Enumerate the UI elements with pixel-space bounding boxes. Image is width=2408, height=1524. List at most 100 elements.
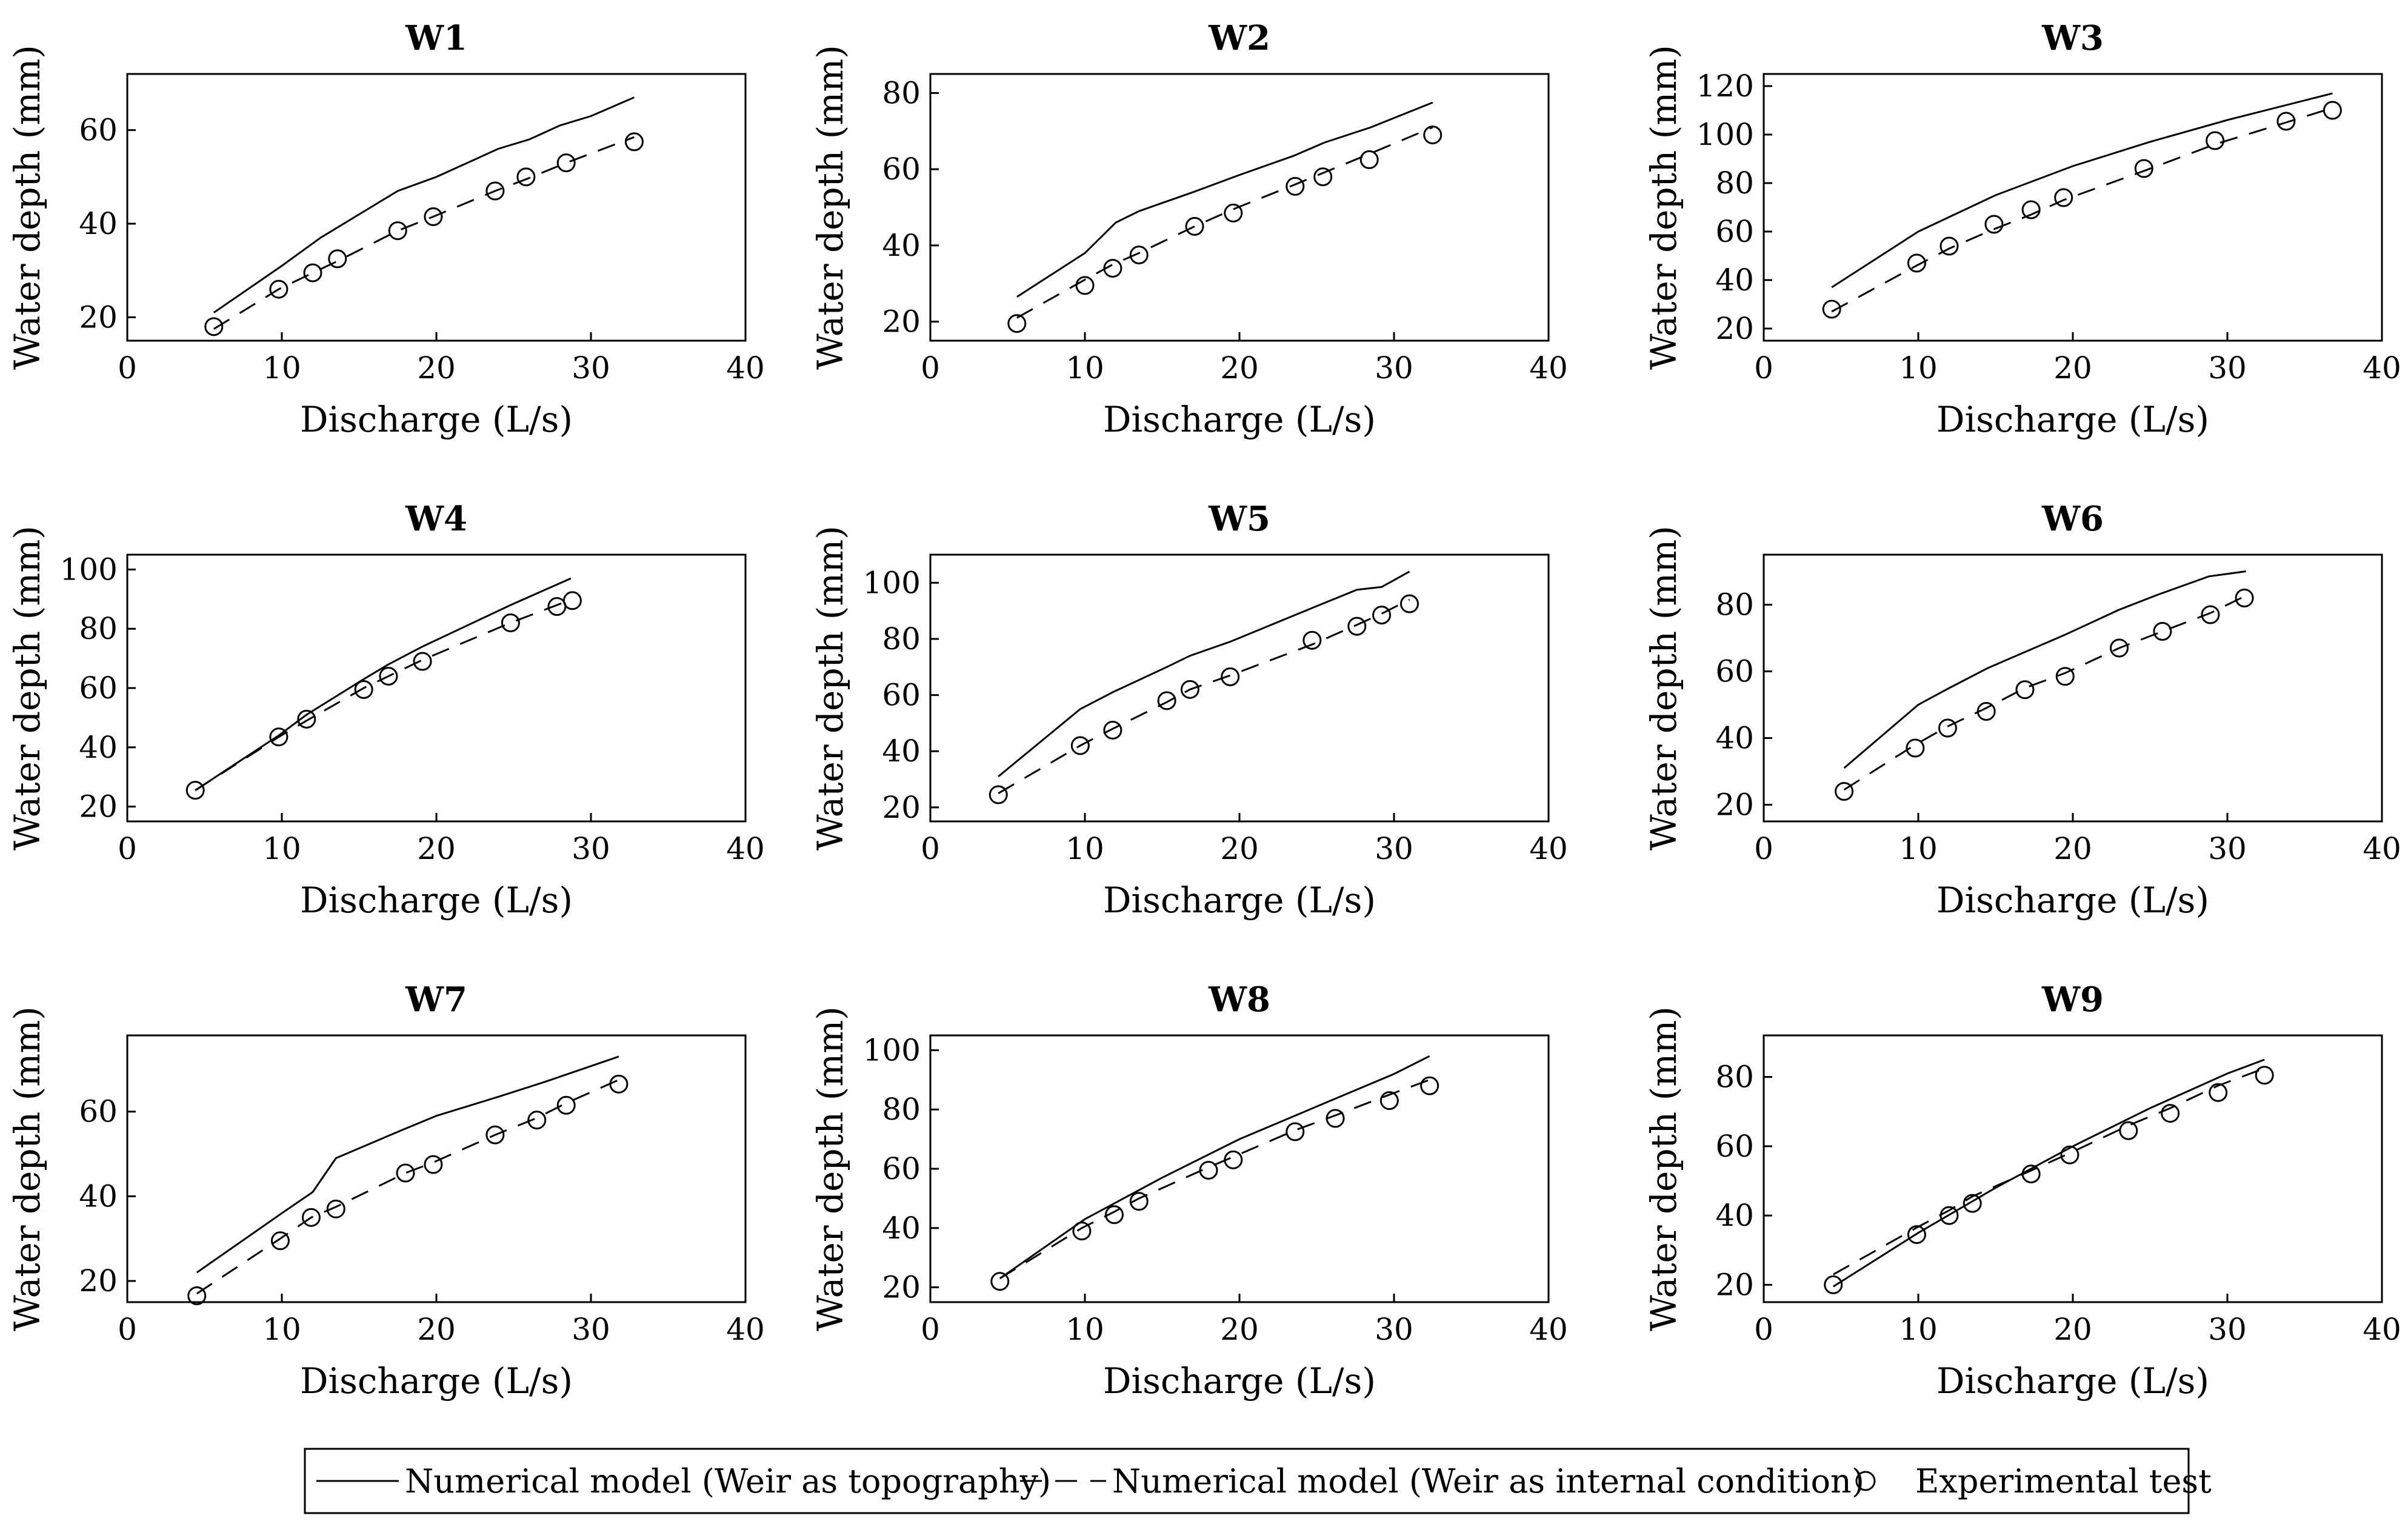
data-point-experimental (2323, 101, 2342, 120)
y-tick-label: 20 (79, 1263, 118, 1298)
data-point-experimental (1103, 259, 1122, 278)
x-tick-label: 30 (572, 1312, 610, 1347)
y-tick-label: 40 (79, 730, 118, 765)
series-line-internal-condition (196, 1078, 619, 1295)
y-tick-label: 80 (1715, 587, 1754, 623)
y-axis-label-w1: Water depth (mm) (7, 45, 48, 370)
x-tick-label: 30 (2208, 1312, 2247, 1347)
data-point-experimental (1221, 667, 1240, 686)
data-point-experimental (187, 1286, 207, 1306)
y-tick-label: 40 (79, 1178, 118, 1214)
x-tick-label: 0 (118, 1312, 137, 1347)
data-point-experimental (1072, 1222, 1092, 1241)
data-point-experimental (2055, 667, 2075, 686)
y-tick-label: 80 (882, 1092, 921, 1127)
y-tick-label: 40 (79, 206, 118, 241)
data-point-experimental (328, 249, 347, 269)
data-point-experimental (396, 1163, 415, 1183)
y-tick-label: 80 (882, 75, 921, 110)
data-point-experimental (270, 1231, 290, 1251)
y-tick-label: 120 (1696, 69, 1754, 104)
y-tick-label: 60 (1715, 654, 1754, 689)
x-tick-label: 0 (118, 350, 137, 386)
y-axis-label-w8: Water depth (mm) (810, 1006, 851, 1331)
panel-title-w2: W2 (1208, 18, 1270, 58)
panel-w7: W7 0 10 20 30 40 20 40 60 Discharge (L/s) Water de… (7, 980, 765, 1402)
axes-frame-w9 (1763, 1034, 2383, 1303)
data-point-experimental (388, 221, 407, 241)
x-tick-label: 10 (1066, 831, 1104, 866)
data-point-experimental (204, 317, 224, 336)
x-tick-label: 20 (1220, 1312, 1259, 1347)
series-line-topography (1016, 101, 1433, 298)
data-point-experimental (2021, 1165, 2041, 1184)
y-axis-label-w2: Water depth (mm) (810, 45, 851, 370)
data-point-experimental (1938, 718, 1957, 738)
y-axis-label-w9: Water depth (mm) (1643, 1006, 1684, 1331)
x-tick-label: 0 (1754, 350, 1773, 386)
legend: Numerical model (Weir as topography) Num… (304, 1448, 2212, 1514)
data-point-experimental (2201, 605, 2220, 624)
x-tick-label: 40 (726, 1312, 765, 1347)
y-tick-label: 20 (882, 790, 921, 825)
panel-title-w5: W5 (1208, 499, 1270, 539)
panel-w6: W6 0 10 20 30 40 20 40 60 80 Discharge (L/s) Water … (1643, 499, 2401, 921)
data-point-experimental (527, 1111, 547, 1130)
x-axis-label-w3: Discharge (L/s) (1936, 399, 2209, 440)
y-tick-label: 20 (79, 789, 118, 824)
series-line-topography (213, 96, 635, 313)
data-point-experimental (1075, 276, 1095, 295)
data-point-experimental (1835, 782, 1854, 801)
x-tick-label: 40 (1529, 831, 1568, 866)
y-tick-label: 40 (1715, 262, 1754, 298)
x-axis-label-w2: Discharge (L/s) (1103, 399, 1376, 440)
y-tick-label: 100 (863, 1032, 921, 1068)
data-point-experimental (2021, 200, 2041, 219)
x-tick-label: 20 (417, 831, 456, 866)
panel-w9: W9 0 10 20 30 40 20 40 60 80 Discharge (L/s) Water … (1643, 980, 2401, 1402)
legend-circle-swatch (1855, 1471, 1876, 1491)
x-tick-label: 20 (2053, 1312, 2092, 1347)
data-point-experimental (297, 709, 316, 729)
data-point-experimental (326, 1199, 345, 1218)
data-point-experimental (556, 1095, 576, 1115)
data-point-experimental (269, 279, 288, 299)
axes-frame-w7 (126, 1034, 747, 1303)
data-point-experimental (379, 666, 398, 686)
data-point-experimental (1286, 1122, 1305, 1141)
data-point-experimental (990, 1272, 1010, 1291)
x-tick-label: 20 (2053, 831, 2092, 866)
data-point-experimental (1313, 167, 1333, 187)
data-point-experimental (1400, 594, 1419, 613)
series-line-internal-condition (1833, 1067, 2265, 1275)
data-point-experimental (624, 132, 644, 152)
y-axis-label-w4: Water depth (mm) (7, 526, 48, 851)
x-axis-label-w8: Discharge (L/s) (1103, 1360, 1376, 1402)
panel-w3: W3 0 10 20 30 40 20 40 60 80 100 120 Discharge (L/s)… (1643, 18, 2401, 440)
panel-w8: W8 0 10 20 30 40 20 40 60 80 100 Discharge (L/s) Wat… (810, 980, 1568, 1402)
series-line-internal-condition (1831, 107, 2333, 313)
x-tick-label: 0 (1754, 831, 1773, 866)
panel-w2: W2 0 10 20 30 40 20 40 60 80 Discharge (L/s) Water … (810, 18, 1568, 440)
data-point-experimental (516, 167, 536, 187)
y-axis-label-w6: Water depth (mm) (1643, 526, 1684, 851)
panel-w5: W5 0 10 20 30 40 20 40 60 80 100 Discharge (L/s) Wat… (810, 499, 1568, 921)
x-tick-label: 0 (921, 350, 940, 386)
x-tick-label: 10 (262, 350, 301, 386)
data-point-experimental (1907, 1225, 1926, 1245)
x-tick-label: 40 (726, 831, 765, 866)
legend-label-topography: Numerical model (Weir as topography) (405, 1462, 1051, 1500)
data-point-experimental (2209, 1083, 2228, 1102)
data-point-experimental (1963, 1194, 1982, 1213)
data-point-experimental (1070, 736, 1090, 755)
y-tick-label: 40 (882, 1211, 921, 1246)
data-point-experimental (2119, 1121, 2138, 1140)
data-point-experimental (1103, 720, 1122, 740)
x-tick-label: 30 (572, 350, 610, 386)
x-tick-label: 20 (2053, 350, 2092, 386)
data-point-experimental (1420, 1076, 1439, 1095)
data-point-experimental (1129, 1192, 1149, 1211)
series-line-topography (1831, 92, 2333, 289)
panel-title-w6: W6 (2041, 499, 2104, 539)
